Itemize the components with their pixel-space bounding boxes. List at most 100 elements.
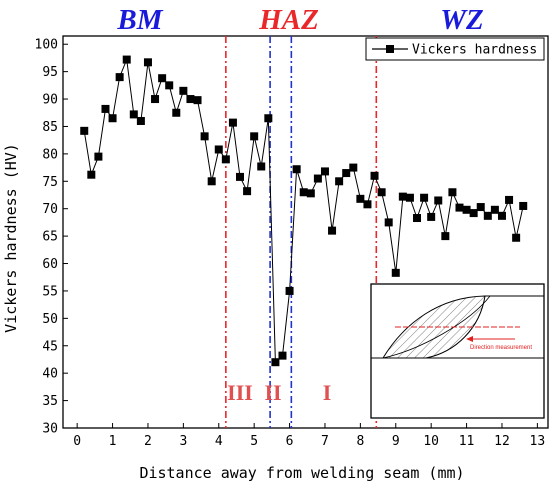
data-point: [391, 268, 400, 277]
data-point: [377, 188, 386, 197]
data-point: [434, 196, 443, 205]
data-point: [420, 193, 429, 202]
plot-frame: [62, 35, 549, 429]
y-tick-label: 60: [42, 257, 58, 272]
data-point: [497, 211, 506, 220]
data-point: [299, 188, 308, 197]
y-tick-label: 75: [42, 175, 58, 190]
inset-schematic: Direction measurement: [370, 283, 545, 419]
data-point: [512, 233, 521, 242]
x-tick-label: 5: [250, 434, 258, 449]
data-point: [335, 177, 344, 186]
legend-label: Vickers hardness: [412, 43, 537, 58]
data-point: [271, 358, 280, 367]
region-label-bm: BM: [116, 4, 163, 36]
data-point: [505, 195, 514, 204]
data-point: [441, 232, 450, 241]
data-point: [179, 86, 188, 95]
inset-annotation: Direction measurement: [470, 345, 532, 351]
data-point: [264, 114, 273, 123]
y-tick-label: 30: [42, 422, 58, 437]
x-tick-label: 8: [356, 434, 364, 449]
data-point: [370, 171, 379, 180]
x-tick-label: 13: [530, 434, 546, 449]
data-point: [214, 145, 223, 154]
x-axis-title: Distance away from welding seam (mm): [139, 464, 464, 482]
data-point: [186, 95, 195, 104]
data-point: [221, 155, 230, 164]
data-point: [448, 188, 457, 197]
data-point: [129, 110, 138, 119]
data-point: [349, 163, 358, 172]
data-point: [172, 108, 181, 117]
data-point: [306, 189, 315, 198]
y-tick-label: 40: [42, 367, 58, 382]
y-tick-label: 70: [42, 202, 58, 217]
data-point: [101, 104, 110, 113]
legend-box: [365, 37, 545, 61]
zone-label-ii: II: [264, 380, 281, 405]
x-tick-label: 3: [179, 434, 187, 449]
data-point: [278, 351, 287, 360]
data-point: [285, 286, 294, 295]
y-tick-label: 95: [42, 65, 58, 80]
region-label-wz: WZ: [440, 4, 484, 36]
data-point: [165, 81, 174, 90]
x-tick-label: 6: [286, 434, 294, 449]
y-axis-title: Vickers hardness (HV): [2, 143, 20, 333]
inset-arrow-head: [466, 336, 473, 342]
data-point: [476, 203, 485, 212]
zone-label-iii: III: [227, 380, 253, 405]
data-point: [455, 203, 464, 212]
legend-marker: [386, 45, 394, 53]
y-tick-label: 45: [42, 339, 58, 354]
data-point: [490, 205, 499, 214]
data-point: [469, 209, 478, 218]
x-tick-label: 2: [144, 434, 152, 449]
data-point: [250, 132, 259, 141]
data-point: [257, 162, 266, 171]
y-tick-label: 55: [42, 284, 58, 299]
data-point: [328, 226, 337, 235]
x-tick-label: 7: [321, 434, 329, 449]
x-tick-label: 0: [73, 434, 81, 449]
data-point: [405, 193, 414, 202]
data-point: [236, 172, 245, 181]
x-tick-label: 1: [109, 434, 117, 449]
data-point: [519, 201, 528, 210]
y-tick-label: 80: [42, 147, 58, 162]
x-tick-label: 12: [494, 434, 510, 449]
data-point: [94, 152, 103, 161]
data-point: [483, 211, 492, 220]
inset-haz-outline: [382, 295, 491, 359]
data-point: [342, 169, 351, 178]
data-point: [151, 95, 160, 104]
x-tick-label: 4: [215, 434, 223, 449]
x-tick-label: 9: [392, 434, 400, 449]
data-point: [158, 74, 167, 83]
data-point: [115, 73, 124, 82]
data-point: [87, 170, 96, 179]
data-point: [398, 192, 407, 201]
region-label-haz: HAZ: [258, 4, 319, 36]
data-point: [292, 165, 301, 174]
plot-area: [62, 35, 549, 429]
data-point: [413, 214, 422, 223]
data-point: [143, 58, 152, 67]
zone-label-i: I: [323, 380, 332, 405]
legend: Vickers hardness: [365, 37, 545, 61]
data-point: [122, 55, 131, 64]
y-tick-label: 65: [42, 230, 58, 245]
data-point: [108, 114, 117, 123]
y-tick-label: 100: [35, 38, 58, 53]
data-point: [193, 96, 202, 105]
data-point: [136, 116, 145, 125]
data-point: [363, 200, 372, 209]
data-point: [313, 174, 322, 183]
data-point: [384, 218, 393, 227]
x-tick-label: 10: [423, 434, 439, 449]
series-layer: [80, 55, 528, 367]
y-tick-label: 85: [42, 120, 58, 135]
